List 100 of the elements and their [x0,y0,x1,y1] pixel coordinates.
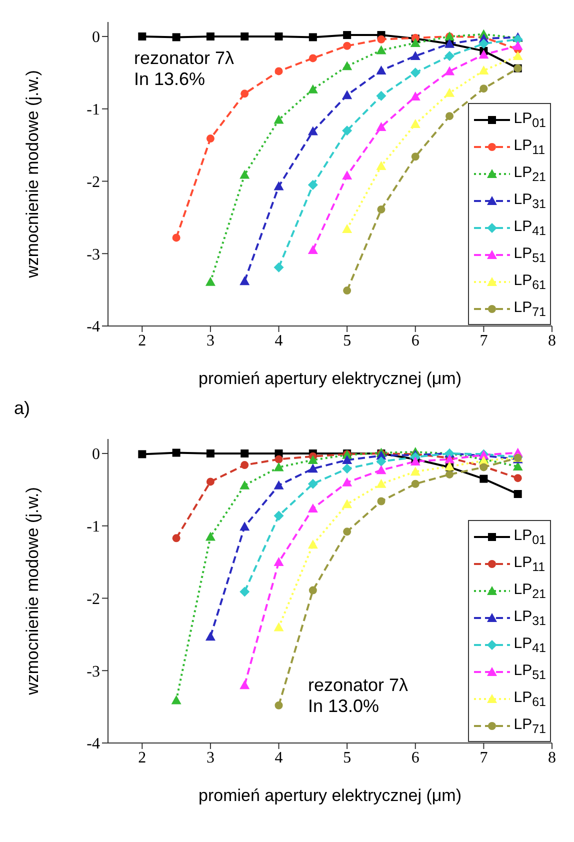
point [206,134,214,143]
point [514,490,522,498]
legend-label: LP$_{11}$ [514,136,546,156]
point [410,92,420,101]
point [376,161,386,170]
point [376,90,386,101]
y-tick-label: -3 [86,246,100,264]
point [343,42,352,50]
legend-label: LP$_{41}$ [514,634,546,654]
point [342,224,352,234]
legend-label: LP$_{21}$ [514,580,546,600]
x-tick-label: 7 [480,749,488,766]
point [514,474,522,482]
point [240,586,250,597]
point [308,454,318,464]
point [171,695,182,704]
x-tick-label: 5 [343,332,352,350]
point [444,66,455,76]
point [480,474,488,483]
point [274,114,284,124]
point [205,276,216,286]
y-tick-label: -2 [86,174,100,191]
y-tick-label: -3 [86,663,100,680]
point [274,701,283,710]
point [240,32,249,40]
point [376,465,386,474]
point [240,90,249,98]
point [342,464,352,474]
point [446,112,454,120]
point [138,32,146,40]
point [444,51,455,62]
legend-label: LP$_{31}$ [514,608,546,628]
legend-label: LP$_{51}$ [514,662,546,682]
point [410,38,420,47]
annotation: rezonator 7λ In 13.6% [134,48,234,90]
point [240,480,250,490]
point [240,680,250,690]
x-tick-label: 2 [138,749,146,766]
point [274,67,283,76]
point [240,276,250,286]
point [308,54,317,62]
point [240,522,250,531]
point [205,632,216,641]
point [342,170,352,180]
point [274,622,284,632]
legend-label: LP$_{41}$ [514,218,546,238]
point [274,455,283,464]
point [377,35,386,44]
x-axis-title: promień apertury elektrycznej (μm) [198,786,462,805]
point [342,61,352,70]
legend-label: LP$_{11}$ [514,554,546,574]
point [343,528,352,536]
point [308,586,317,594]
point [478,38,489,49]
y-tick-label: -1 [86,518,100,536]
text: a) [14,398,32,419]
point [343,286,352,295]
point [308,180,318,190]
x-tick-label: 8 [548,332,556,350]
point [274,32,283,40]
y-axis-title: wzmocnienie modowe (j.w.) [23,487,42,696]
point [342,90,352,100]
legend-label: LP$_{01}$ [514,110,546,130]
legend-label: LP$_{21}$ [514,164,546,184]
point [274,262,284,272]
point [478,50,489,59]
legend-label: LP$_{61}$ [514,272,546,292]
legend-label: LP$_{61}$ [514,688,546,708]
point [342,477,352,486]
y-axis-title: wzmocnienie modowe (j.w.) [23,70,42,279]
point [274,181,284,190]
point [206,32,214,40]
x-tick-label: 8 [548,749,556,766]
point [480,84,488,93]
point [411,480,420,488]
x-tick-label: 2 [138,332,146,350]
legend-label: LP$_{71}$ [514,716,546,736]
legend-label: LP$_{01}$ [514,526,546,546]
x-tick-label: 6 [411,332,420,350]
point [376,45,386,54]
point [512,34,523,44]
point [240,449,249,458]
point [342,126,352,136]
point [206,478,214,486]
point [308,33,317,42]
x-tick-label: 5 [343,749,352,766]
point [172,234,180,242]
y-tick-label: 0 [92,29,100,46]
point [376,478,386,488]
x-tick-label: 7 [480,332,488,350]
point [376,122,386,131]
point [410,68,420,78]
x-tick-label: 4 [274,749,283,766]
point [172,448,180,457]
point [308,464,318,473]
point [512,51,523,60]
legend-label: LP$_{51}$ [514,244,546,264]
annotation: rezonator 7λ In 13.0% [308,675,408,717]
point [138,450,146,458]
point [274,480,284,490]
